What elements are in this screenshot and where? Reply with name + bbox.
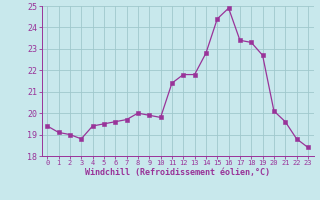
X-axis label: Windchill (Refroidissement éolien,°C): Windchill (Refroidissement éolien,°C) — [85, 168, 270, 177]
